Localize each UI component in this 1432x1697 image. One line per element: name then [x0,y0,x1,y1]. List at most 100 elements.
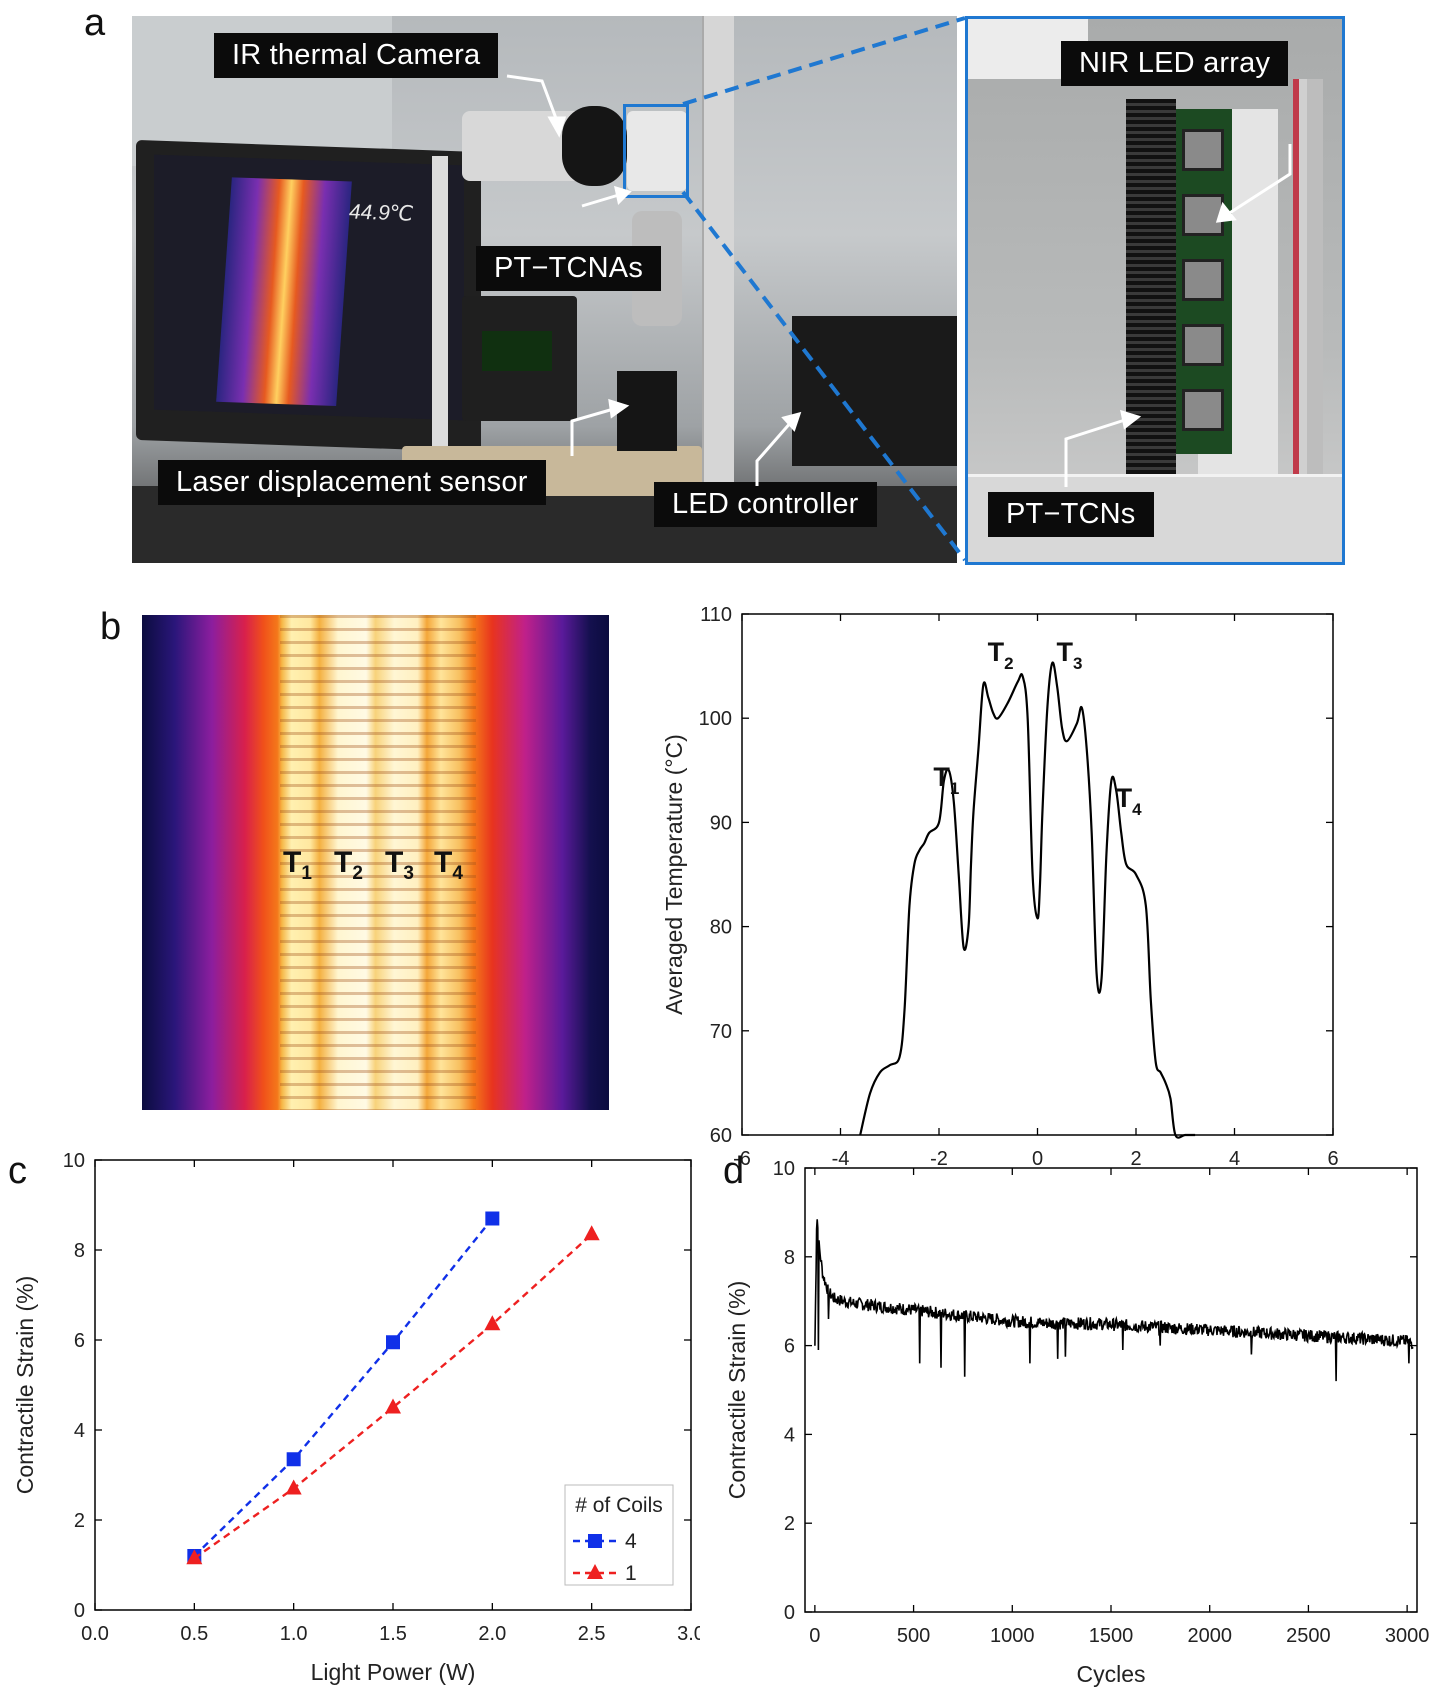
led-1 [1182,129,1224,171]
led-3 [1182,259,1224,301]
y-tick-label: 10 [773,1158,795,1180]
thermal-image [142,615,609,1110]
x-tick-label: 2.5 [578,1623,606,1645]
x-tick-label: 4 [1229,1148,1240,1165]
stand-post [432,156,448,456]
legend-label-4: 4 [625,1530,637,1553]
callout-laser-sensor: Laser displacement sensor [158,460,546,505]
plot-frame [741,613,1334,1136]
y-tick-label: 2 [74,1510,85,1532]
thermal-label-t4: T4 [434,846,463,884]
zoom-line-bottom [681,190,967,562]
arrow-camera-head [547,116,567,138]
x-tick-label: 1.0 [280,1623,308,1645]
chart-b-temperature-profile: -6-4-2024660708090100110X (mm)Averaged T… [661,605,1339,1165]
x-axis-label: Light Power (W) [311,1659,476,1685]
zoom-line-top [682,16,966,106]
arrow-pt-tcns [1064,417,1129,487]
y-tick-label: 2 [784,1513,795,1535]
x-tick-label: 6 [1327,1148,1338,1165]
y-tick-label: 10 [63,1150,85,1172]
inset-fiber-bundle [1126,99,1176,499]
chart-c-strain-vs-power: 0.0 0.5 1.0 1.5 2.0 2.5 3.0 0 2 4 6 8 10 Light Power … [12,1150,700,1685]
data-point-square [485,1211,500,1226]
y-tick-label: 80 [710,917,732,939]
y-axis-label: Averaged Temperature (°C) [661,734,687,1015]
arrow-laser [570,406,618,456]
peak-annotation-sub: 3 [1073,654,1082,673]
callout-nir-led-array: NIR LED array [1061,41,1289,86]
plot-frame [804,1167,1418,1613]
callout-ir-camera: IR thermal Camera [214,33,499,78]
x-tick-label: 1500 [1089,1625,1134,1647]
legend-marker-square [588,1534,602,1548]
y-tick-label: 6 [74,1330,85,1352]
arrow-led [755,420,794,486]
y-axis-label: Contractile Strain (%) [724,1281,750,1500]
series-line-1 [193,1233,593,1560]
data-point-triangle [385,1398,401,1414]
y-tick-label: 110 [700,605,732,626]
data-point-square [386,1335,400,1350]
sample-holder [627,111,687,191]
y-tick-label: 0 [784,1602,795,1624]
temperature-profile-line [859,661,1196,1139]
x-tick-label: 1000 [990,1625,1035,1647]
y-tick-label: 60 [710,1125,732,1147]
peak-annotation-sub: 1 [950,779,959,798]
y-tick-label: 90 [710,812,732,834]
panel-d-letter: d [723,1150,745,1192]
legend-box [564,1484,674,1586]
panel-b-letter: b [100,606,122,648]
arrow-pt-tcns-head [1120,409,1142,430]
inset-arrows [1064,144,1292,487]
x-tick-label: 0.0 [81,1623,109,1645]
panel-c-letter: c [8,1150,27,1192]
arrow-led-head [781,411,802,432]
y-tick-label: 0 [74,1600,85,1622]
zoom-lines [681,16,967,562]
x-tick-label: 2500 [1286,1625,1331,1647]
x-tick-label: 2 [1130,1148,1141,1165]
thermal-label-t3: T3 [385,846,414,884]
x-tick-label: -6 [733,1148,751,1165]
data-point-triangle [583,1225,600,1241]
peak-annotation-t2: T2 [988,637,1014,673]
y-tick-label: 100 [699,708,732,730]
y-tick-label: 70 [710,1021,732,1043]
arrow-pt-tcnas [581,192,623,208]
x-tick-label: 0 [1032,1148,1043,1165]
x-axis-label: Cycles [1076,1661,1145,1687]
callout-pt-tcnas: PT−TCNAs [476,246,662,291]
y-tick-label: 8 [74,1240,85,1262]
chart-d-strain-vs-cycles: 0 500 1000 1500 2000 2500 3000 0 2 4 6 8 10 Cycles Con… [724,1158,1429,1687]
peak-annotation-t3: T3 [1057,637,1083,673]
led-2 [1182,194,1224,236]
panel-a-letter: a [84,2,106,44]
callout-led-controller: LED controller [654,482,877,527]
setup-photo: 44.9℃ IR thermal Camera PT−TCNAs Laser d… [132,16,957,563]
peak-annotation-sub: 4 [1132,800,1142,819]
y-tick-label: 6 [784,1336,795,1358]
thermal-texture [280,615,476,1110]
zoom-highlight-box [623,104,689,198]
thermal-label-t1: T1 [283,846,312,884]
y-tick-label: 4 [74,1420,85,1442]
x-tick-label: 0.5 [180,1623,208,1645]
controller-display [482,331,552,371]
data-point-triangle [186,1549,203,1565]
x-tick-label: 0 [809,1625,820,1647]
x-tick-label: -2 [930,1148,948,1165]
arrow-camera [506,74,559,122]
peak-annotation-sub: 2 [1004,654,1013,673]
callout-pt-tcns: PT−TCNs [988,492,1154,537]
x-tick-label: 2000 [1187,1625,1232,1647]
photo-arrows [506,74,802,486]
temperature-controller [462,296,577,421]
ir-camera-lens [562,106,627,186]
inset-led-board [1176,109,1232,454]
x-tick-label: 2.0 [478,1623,506,1645]
led-4 [1182,324,1224,366]
series-line-4 [193,1217,494,1557]
arrow-pt-tcnas-head [613,185,632,206]
